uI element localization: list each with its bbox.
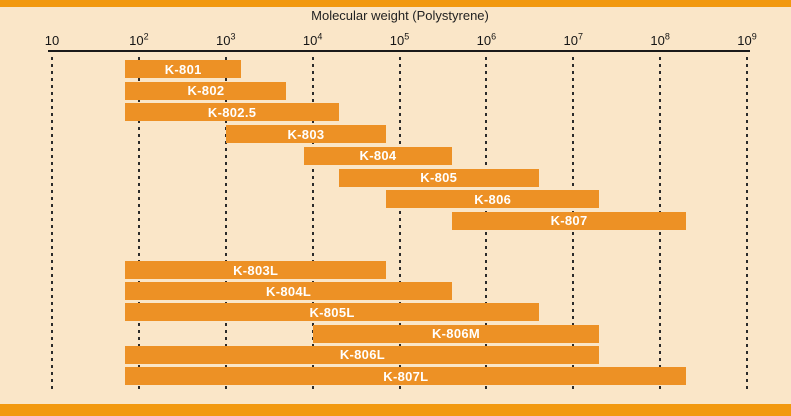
range-bar-label: K-802: [187, 83, 225, 99]
x-axis-tick-label: 105: [389, 31, 410, 48]
range-bar-label: K-805L: [309, 304, 355, 320]
x-axis-tick-label: 106: [476, 31, 497, 48]
range-bar-label: K-803: [287, 126, 325, 142]
range-bar: K-802: [125, 81, 287, 100]
decade-gridline: [224, 57, 227, 390]
range-bar: K-804: [304, 146, 452, 165]
range-bar-label: K-801: [164, 61, 202, 77]
range-bar: K-802.5: [125, 103, 339, 122]
x-axis-tick-label: 109: [737, 31, 757, 48]
range-bar: K-805L: [125, 303, 539, 322]
range-bar: K-806: [386, 190, 600, 209]
range-bar: K-805: [338, 168, 539, 187]
x-axis-tick-label: 104: [302, 31, 323, 48]
range-bar-label: K-805: [420, 170, 458, 185]
range-bar-label: K-806M: [431, 326, 481, 342]
range-bar-label: K-807L: [383, 368, 429, 384]
range-bar-label: K-804: [359, 148, 397, 164]
decade-gridline: [137, 57, 140, 390]
decade-gridline: [746, 57, 748, 390]
decade-gridline: [51, 57, 53, 390]
top-accent-band: [0, 0, 791, 7]
range-bar: K-807: [451, 211, 687, 230]
chart-title: Molecular weight (Polystyrene): [311, 8, 489, 23]
x-axis-tick-label: 102: [129, 31, 149, 48]
range-bar-label: K-802.5: [207, 104, 257, 120]
x-axis-tick-label: 107: [563, 31, 583, 48]
range-bar: K-801: [125, 60, 241, 78]
range-bar-label: K-803L: [233, 262, 279, 278]
x-axis-line: [48, 50, 750, 52]
range-bar: K-803L: [125, 261, 386, 279]
bottom-accent-band: [0, 404, 791, 416]
range-bar-label: K-804L: [266, 283, 312, 299]
range-bar: K-807L: [125, 367, 687, 385]
x-axis-tick-label: 103: [216, 31, 236, 48]
range-bar-label: K-807: [550, 213, 588, 229]
range-bar: K-806L: [125, 345, 600, 364]
range-bar: K-803: [225, 125, 387, 144]
decade-gridline: [311, 57, 314, 390]
x-axis-tick-label: 108: [650, 31, 670, 48]
range-bar-label: K-806: [474, 191, 512, 207]
x-axis-tick-label: 10: [44, 33, 60, 48]
range-bar-label: K-806L: [339, 347, 385, 363]
range-bar: K-806M: [312, 324, 600, 343]
decade-gridline: [398, 57, 401, 390]
range-bar: K-804L: [125, 282, 452, 301]
